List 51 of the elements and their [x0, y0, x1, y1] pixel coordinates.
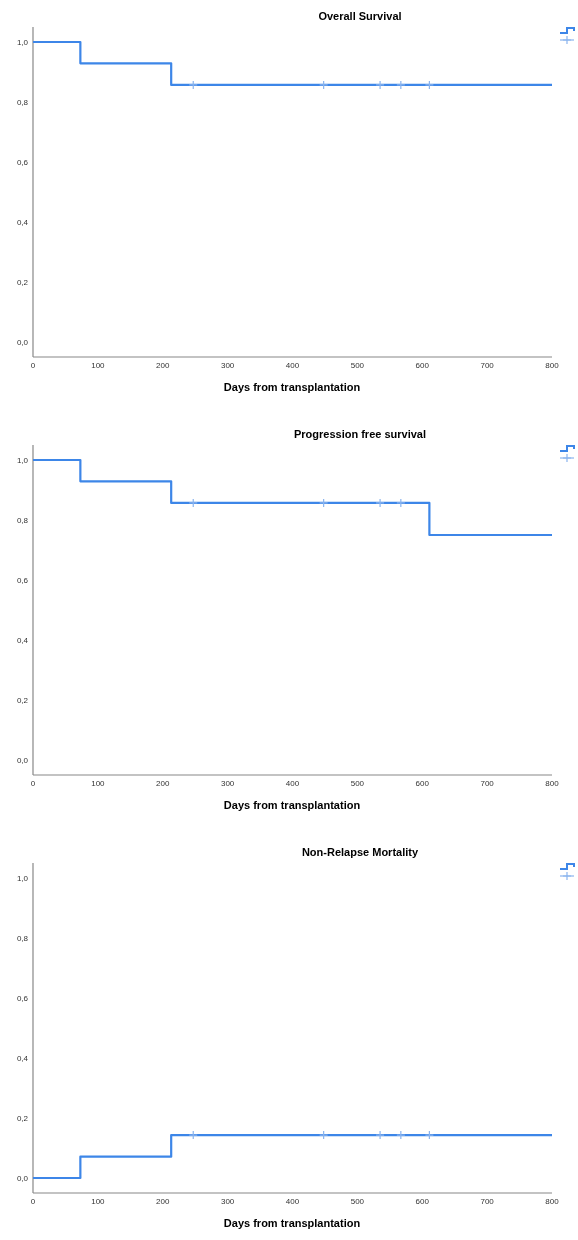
x-tick-label: 100 [91, 1197, 106, 1206]
y-tick-label: 0,2 [16, 695, 29, 705]
x-tick-label: 400 [285, 1197, 300, 1206]
x-tick-label: 700 [480, 1197, 495, 1206]
x-tick-label: 700 [480, 779, 495, 788]
y-tick-label: 0,2 [16, 277, 29, 287]
x-tick-label: 600 [415, 361, 430, 370]
y-tick-label: 0,0 [16, 1173, 29, 1183]
x-tick-label: 300 [220, 361, 235, 370]
x-tick-label: 800 [545, 1197, 560, 1206]
x-tick-label: 800 [545, 361, 560, 370]
chart-title: Non-Relapse Mortality [301, 846, 419, 858]
y-tick-label: 1,0 [16, 455, 29, 465]
y-tick-label: 0,6 [16, 575, 29, 585]
x-tick-label: 0 [30, 361, 36, 370]
y-tick-label: 0,4 [16, 635, 29, 645]
x-tick-label: 100 [91, 361, 106, 370]
x-tick-label: 100 [91, 779, 106, 788]
chart-title: Progression free survival [293, 428, 427, 440]
y-tick-label: 0,0 [16, 755, 29, 765]
y-tick-label: 0,8 [16, 933, 29, 943]
y-tick-label: 0,8 [16, 515, 29, 525]
x-tick-label: 600 [415, 779, 430, 788]
y-tick-label: 0,2 [16, 1113, 29, 1123]
y-tick-label: 0,6 [16, 157, 29, 167]
chart-title: Overall Survival [318, 10, 402, 22]
y-tick-label: 0,6 [16, 993, 29, 1003]
x-tick-label: 0 [30, 1197, 36, 1206]
x-tick-label: 500 [350, 1197, 365, 1206]
y-tick-label: 0,4 [16, 217, 29, 227]
x-axis-title: Days from transplantation [223, 381, 361, 393]
x-tick-label: 800 [545, 779, 560, 788]
y-tick-label: 0,4 [16, 1053, 29, 1063]
x-axis-title: Days from transplantation [223, 799, 361, 811]
y-tick-label: 1,0 [16, 873, 29, 883]
x-tick-label: 0 [30, 779, 36, 788]
x-tick-label: 200 [156, 361, 170, 370]
y-tick-label: 1,0 [16, 37, 29, 47]
x-tick-label: 700 [480, 361, 495, 370]
x-tick-label: 300 [220, 779, 235, 788]
x-tick-label: 500 [350, 779, 365, 788]
x-tick-label: 200 [156, 779, 170, 788]
x-tick-label: 600 [415, 1197, 430, 1206]
x-tick-label: 400 [285, 361, 300, 370]
y-tick-label: 0,8 [16, 97, 29, 107]
y-tick-label: 0,0 [16, 337, 29, 347]
x-tick-label: 300 [220, 1197, 235, 1206]
x-tick-label: 200 [156, 1197, 170, 1206]
x-axis-title: Days from transplantation [223, 1217, 361, 1229]
x-tick-label: 500 [350, 361, 365, 370]
x-tick-label: 400 [285, 779, 300, 788]
